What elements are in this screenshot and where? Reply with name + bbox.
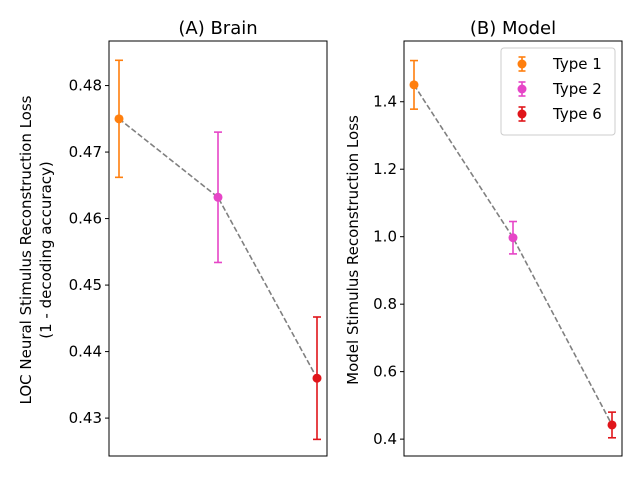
trend-line [413, 84, 613, 426]
legend: Type 1 Type 2 Type 6 [500, 47, 616, 136]
y-tick-label: 0.6 [373, 363, 397, 381]
chart-title: (A) Brain [178, 18, 257, 39]
y-tick-label: 1.0 [373, 228, 397, 246]
legend-label: Type 1 [552, 55, 602, 73]
data-point-type-1 [114, 114, 124, 124]
y-axis-label: Model Stimulus Reconstruction Loss [344, 115, 362, 385]
data-point-type-2 [213, 192, 223, 202]
plot-area-frame [108, 40, 328, 457]
y-axis-label-line-1: LOC Neural Stimulus Reconstruction Loss [17, 95, 35, 404]
legend-marker [517, 109, 527, 119]
y-tick-label: 0.8 [373, 295, 397, 313]
plot-area-frame [403, 40, 623, 457]
y-tick-label: 1.4 [373, 93, 397, 111]
y-tick-label: 0.45 [69, 276, 102, 294]
y-tick-label: 0.4 [373, 430, 397, 448]
legend-marker [517, 59, 527, 69]
y-tick-label: 0.47 [69, 143, 102, 161]
legend-box [500, 47, 616, 136]
y-tick-label: 0.48 [69, 77, 102, 95]
data-point-type-2 [508, 233, 518, 243]
legend-label: Type 2 [552, 80, 602, 98]
model-chart: (B) Model Model Stimulus Reconstruction … [344, 18, 623, 457]
y-tick-label: 0.43 [69, 409, 102, 427]
data-point-type-6 [607, 420, 617, 430]
legend-marker [517, 84, 527, 94]
y-tick-label: 1.2 [373, 160, 397, 178]
trend-line [118, 118, 318, 379]
data-point-type-1 [409, 80, 419, 90]
brain-chart: (A) Brain LOC Neural Stimulus Reconstruc… [17, 18, 328, 457]
legend-label: Type 6 [552, 105, 602, 123]
data-point-type-6 [312, 373, 322, 383]
y-tick-label: 0.44 [69, 343, 102, 361]
y-axis-label-line-2: (1 - decoding accuracy) [37, 161, 55, 339]
chart-title: (B) Model [470, 18, 556, 39]
y-tick-label: 0.46 [69, 210, 102, 228]
